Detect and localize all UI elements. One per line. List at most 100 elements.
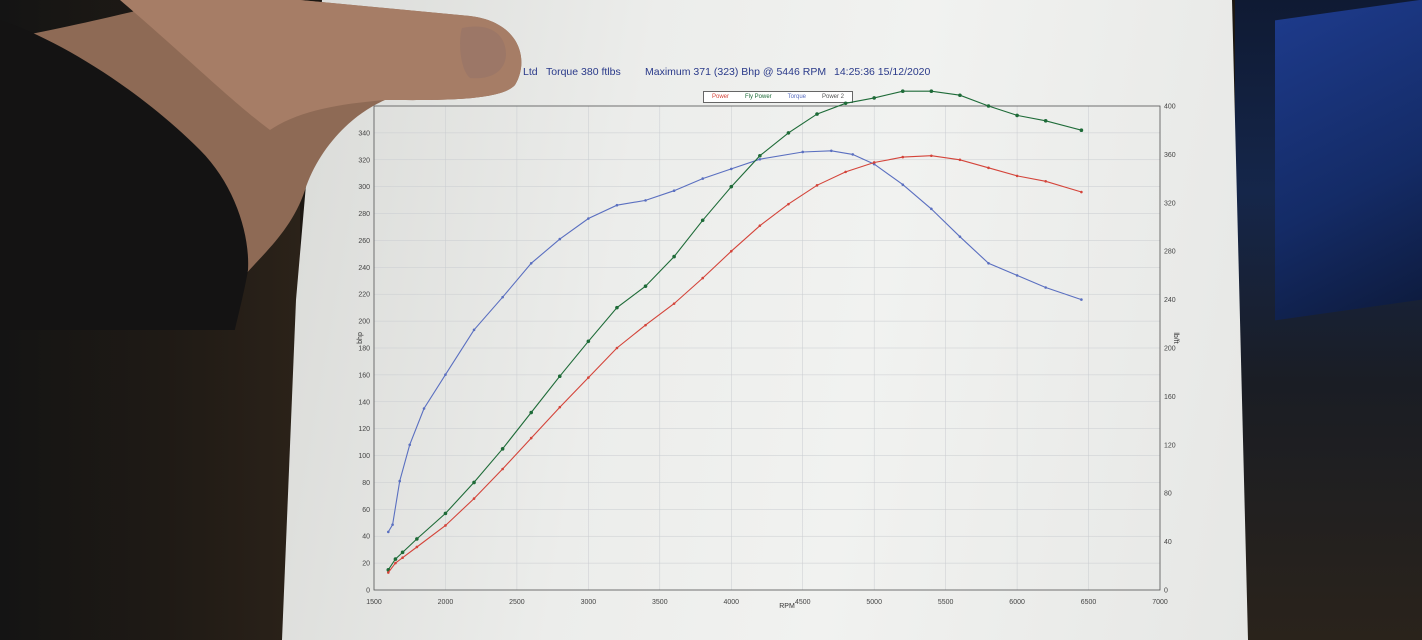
y-right-tick-label: 80 — [1164, 491, 1172, 498]
y-left-tick-label: 240 — [358, 265, 370, 272]
data-point-fly-power — [400, 550, 405, 555]
x-tick-label: 6500 — [1081, 599, 1097, 606]
data-point-torque — [587, 217, 590, 220]
x-tick-label: 5000 — [866, 599, 882, 606]
data-point-fly-power — [815, 112, 819, 116]
header-maximum: Maximum 371 (323) Bhp @ 5446 RPM — [645, 66, 827, 78]
y-left-tick-label: 180 — [358, 346, 370, 353]
data-point-fly-power — [929, 89, 934, 94]
data-point-fly-power — [786, 131, 791, 135]
data-point-torque — [701, 177, 704, 180]
data-point-fly-power — [472, 480, 476, 485]
y-left-tick-label: 220 — [358, 292, 370, 299]
data-point-torque — [408, 443, 412, 447]
y-right-tick-label: 240 — [1164, 297, 1176, 304]
x-tick-label: 3000 — [581, 599, 597, 606]
data-point-torque — [901, 183, 905, 186]
y-left-tick-label: 260 — [358, 238, 370, 245]
data-point-torque — [801, 150, 805, 154]
data-point-power — [644, 323, 647, 327]
data-point-power — [1015, 174, 1019, 178]
data-point-power — [558, 405, 562, 409]
header-torque: Torque 380 ftlbs — [546, 66, 621, 78]
data-point-torque — [529, 262, 533, 265]
y-left-tick-label: 60 — [362, 507, 370, 514]
data-point-fly-power — [500, 447, 505, 451]
data-point-power — [415, 545, 419, 549]
data-point-power — [758, 224, 762, 227]
data-point-fly-power — [557, 374, 562, 379]
data-point-fly-power — [729, 184, 734, 189]
y-left-tick-label: 340 — [358, 130, 370, 137]
data-point-torque — [472, 328, 476, 332]
data-point-fly-power — [758, 153, 762, 158]
y-right-tick-label: 40 — [1164, 539, 1172, 546]
data-point-torque — [672, 189, 676, 192]
x-tick-label: 4500 — [795, 599, 811, 606]
data-point-torque — [398, 479, 402, 483]
data-point-torque — [729, 167, 733, 171]
data-point-power — [1080, 190, 1083, 194]
data-point-power — [729, 249, 733, 253]
data-point-torque — [391, 523, 394, 526]
x-tick-label: 4000 — [723, 599, 739, 606]
y-left-tick-label: 40 — [362, 534, 370, 541]
data-point-power — [844, 170, 847, 174]
data-point-power — [872, 161, 876, 164]
data-point-fly-power — [415, 537, 419, 541]
data-point-power — [1044, 179, 1047, 183]
data-point-torque — [386, 530, 390, 534]
header-timestamp: 14:25:36 15/12/2020 — [834, 66, 931, 78]
data-point-fly-power — [1079, 128, 1084, 132]
data-point-fly-power — [900, 89, 905, 94]
y-left-tick-label: 140 — [358, 399, 370, 406]
y-left-tick-label: 280 — [358, 211, 370, 218]
data-point-torque — [930, 207, 933, 211]
x-tick-label: 6000 — [1009, 599, 1025, 606]
y-left-tick-label: 300 — [358, 184, 370, 191]
y-right-tick-label: 400 — [1164, 104, 1176, 111]
data-point-torque — [558, 237, 562, 241]
data-point-torque — [851, 153, 855, 156]
background-right — [1235, 0, 1422, 640]
data-point-torque — [1080, 298, 1083, 301]
data-point-fly-power — [1015, 113, 1019, 118]
x-tick-label: 1500 — [366, 599, 382, 606]
x-tick-label: 7000 — [1152, 599, 1168, 606]
y-right-tick-label: 200 — [1164, 346, 1176, 353]
data-point-fly-power — [672, 254, 676, 259]
data-point-torque — [1015, 274, 1019, 277]
y-left-axis-label: bhp — [357, 332, 364, 344]
data-point-fly-power — [958, 93, 962, 98]
data-point-torque — [758, 157, 762, 161]
data-point-fly-power — [615, 305, 619, 310]
y-right-tick-label: 120 — [1164, 442, 1176, 449]
data-point-power — [701, 276, 704, 280]
data-point-power — [587, 376, 590, 379]
legend-item-torque: Torque — [787, 94, 806, 100]
data-point-torque — [830, 149, 833, 153]
y-left-tick-label: 20 — [362, 561, 370, 568]
data-point-power — [787, 202, 790, 206]
x-tick-label: 3500 — [652, 599, 668, 606]
x-tick-label: 2000 — [438, 599, 454, 606]
data-point-fly-power — [872, 96, 876, 100]
data-point-torque — [987, 262, 990, 265]
data-point-torque — [501, 295, 504, 299]
y-left-tick-label: 0 — [366, 588, 370, 595]
data-point-power — [930, 154, 933, 158]
data-point-fly-power — [529, 410, 533, 415]
x-tick-label: 2500 — [509, 599, 525, 606]
y-left-tick-label: 360 — [358, 104, 370, 111]
data-point-fly-power — [986, 104, 991, 108]
data-point-fly-power — [586, 339, 591, 344]
series-line-fly-power — [387, 90, 1082, 571]
y-left-tick-label: 320 — [358, 157, 370, 164]
data-point-power — [444, 524, 447, 527]
data-point-power — [987, 166, 990, 170]
data-point-torque — [615, 203, 619, 207]
y-left-tick-label: 200 — [358, 319, 370, 326]
data-point-power — [501, 467, 504, 471]
y-right-axis-label: lb/ft — [1172, 332, 1179, 343]
